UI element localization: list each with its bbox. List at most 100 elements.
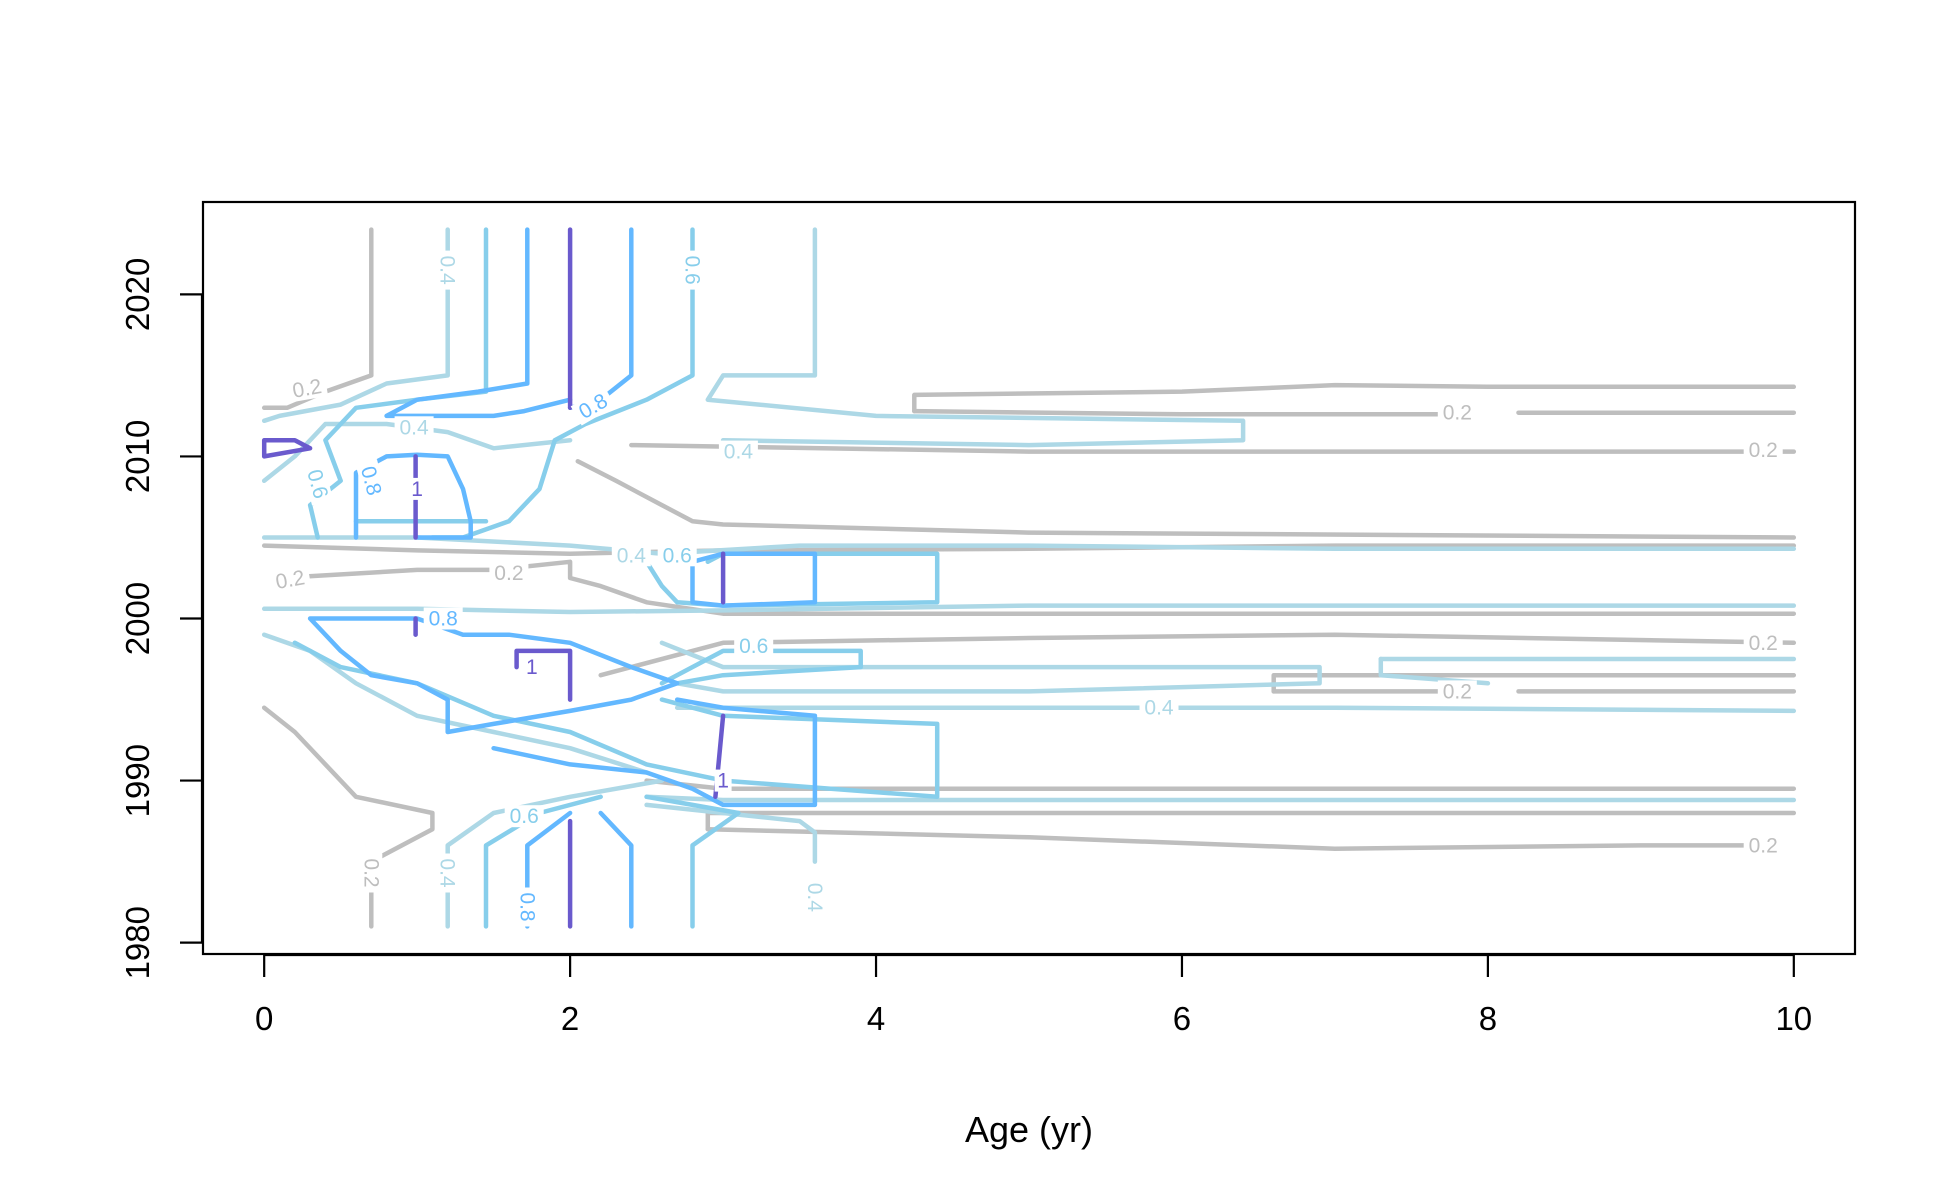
contour-label-bg — [436, 250, 459, 290]
y-tick-label: 2020 — [119, 258, 156, 331]
contour-label: 0.4 — [803, 883, 826, 913]
contour-label: 0.8 — [356, 464, 386, 498]
contour-label: 0.6 — [302, 467, 332, 501]
contour-label-group-7: 0.2 — [1743, 834, 1783, 857]
contour-line-0-8-43 — [307, 616, 680, 735]
contour-label-bg — [714, 769, 732, 792]
x-tick-label: 10 — [1775, 1000, 1812, 1037]
contour-label: 0.8 — [429, 608, 458, 631]
contour-label: 0.2 — [274, 566, 307, 594]
contour-label: 0.4 — [399, 416, 429, 439]
contour-label: 0.2 — [1749, 834, 1778, 857]
contour-line-0-2-9 — [598, 632, 1797, 678]
contour-label-bg — [803, 877, 826, 917]
y-tick-label: 2000 — [119, 582, 156, 655]
contour-line-0-6-29 — [483, 794, 603, 929]
contour-line-0-2-5 — [629, 442, 1797, 454]
contour-label-group-3: 0.2 — [269, 565, 312, 594]
contour-line-0-6-36 — [659, 648, 863, 686]
contour-label-group-1: 0.2 — [1437, 401, 1477, 425]
contour-label: 0.4 — [724, 441, 754, 464]
contour-line-0-2-3 — [277, 559, 1797, 616]
y-axis: 1980 1990 2000 2010 2020 — [119, 258, 204, 979]
contour-label: 0.4 — [436, 858, 459, 888]
contour-label-group-10: 0.4 — [394, 416, 434, 439]
contour-label: 0.6 — [510, 805, 539, 828]
contour-label-bg — [360, 853, 383, 893]
contour-line-0-4-27 — [674, 705, 1797, 714]
contour-label-bg — [1743, 834, 1783, 857]
contour-label: 0.6 — [663, 544, 692, 567]
contour-label-group-0: 0.2 — [285, 374, 329, 403]
y-tick-label: 2010 — [119, 420, 156, 493]
contour-label: 0.6 — [681, 255, 704, 284]
contour-label-group-19: 0.6 — [734, 635, 774, 658]
contour-label: 0.2 — [1443, 402, 1472, 425]
contour-line-0-8-44 — [491, 697, 818, 808]
contour-line-0-8-39 — [384, 227, 573, 419]
contour-label-group-24: 0.8 — [515, 887, 539, 927]
contour-label: 0.2 — [359, 858, 382, 887]
contour-line-0-4-24 — [659, 640, 1322, 694]
contour-label-bg — [516, 887, 539, 927]
contour-label-bg — [718, 440, 758, 463]
contour-line-0-2-6 — [912, 382, 1797, 414]
contour-label-bg — [734, 635, 774, 658]
contour-label: 0.2 — [291, 375, 324, 403]
contour-label-bg — [1139, 696, 1179, 719]
contour-line-0-4-18 — [261, 227, 450, 424]
contour-label-bg — [302, 462, 334, 506]
contour-label-group-27: 1 — [714, 769, 732, 793]
x-tick-label: 2 — [561, 1000, 579, 1037]
contour-label-group-4: 0.2 — [489, 562, 529, 585]
contour-label: 0.2 — [494, 562, 523, 585]
contour-labels: 0.2 0.2 0.2 0.2 0.2 0.2 0.2 0.2 0.2 0.4 0.4 0.4 0.4 0… — [269, 250, 1783, 927]
contour-line-0-6-30 — [644, 794, 741, 929]
contour-label-bg — [408, 477, 426, 500]
contour-label-bg — [285, 374, 329, 403]
contour-line-0-2-10 — [1271, 672, 1797, 694]
contour-line-0-4-20 — [261, 421, 573, 484]
contour-label-group-26: 1 — [523, 656, 541, 679]
contour-label-group-15: 0.4 — [803, 877, 826, 917]
contour-line-1-51 — [514, 648, 573, 702]
contour-label-bg — [1437, 401, 1477, 424]
x-tick-label: 6 — [1173, 1000, 1191, 1037]
contour-label-bg — [1437, 680, 1477, 703]
contour-line-0-4-17 — [644, 802, 818, 864]
contour-label: 0.4 — [617, 544, 647, 567]
contour-label-group-9: 0.4 — [436, 250, 459, 290]
contour-label-bg — [657, 544, 697, 567]
contour-line-0-6-32 — [430, 227, 695, 540]
contour-line-0-2-15 — [705, 826, 1751, 851]
contour-label: 0.4 — [436, 255, 459, 285]
contour-label: 1 — [411, 478, 423, 501]
contour-label-bg — [570, 386, 616, 426]
contour-lines — [261, 227, 1797, 929]
contour-line-0-2-7 — [912, 408, 1445, 417]
contour-label-group-23: 0.8 — [423, 607, 463, 631]
contour-label-bg — [1743, 439, 1783, 461]
contour-label-group-16: 0.6 — [681, 250, 704, 290]
x-axis-title: Age (yr) — [965, 1109, 1093, 1150]
contour-label: 0.6 — [739, 635, 768, 658]
contour-label-group-25: 1 — [408, 477, 426, 501]
contour-label-group-13: 0.4 — [1139, 696, 1179, 720]
contour-line-0-8-40 — [567, 227, 634, 411]
contour-label-group-6: 0.2 — [1437, 680, 1477, 703]
contour-label-group-18: 0.6 — [657, 544, 697, 567]
contour-line-0-2-0 — [261, 705, 435, 929]
contour-label-group-11: 0.4 — [718, 440, 758, 464]
contour-line-0-2-13 — [644, 778, 1797, 791]
contour-label: 1 — [526, 656, 538, 679]
contour-line-0-8-38 — [598, 810, 634, 929]
contour-label-bg — [355, 459, 387, 503]
contour-label-bg — [489, 562, 529, 585]
contour-label: 1 — [717, 770, 729, 793]
contour-label-group-5: 0.2 — [1743, 631, 1783, 655]
contour-line-0-4-28 — [644, 794, 1797, 803]
contour-label: 0.8 — [515, 892, 538, 921]
x-axis: 0 2 4 6 8 10 — [255, 953, 1812, 1037]
contour-line-0-2-14 — [705, 810, 1797, 832]
